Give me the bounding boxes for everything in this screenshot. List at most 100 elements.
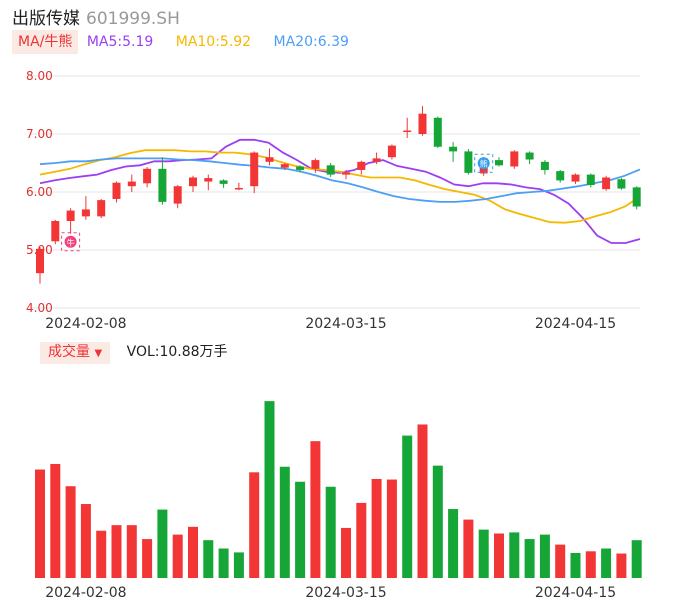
volume-bar [264,401,275,578]
candle-body [326,165,335,175]
candle-body [357,161,366,170]
date-tick-label: 2024-04-15 [535,585,616,601]
candle-body [342,172,350,175]
candle-body [556,171,565,181]
signal-frame [474,153,494,173]
candle-body [280,164,289,168]
volume-bar [233,552,244,578]
candle [433,116,442,148]
candle [81,196,90,220]
candle [36,247,44,284]
candle [571,173,580,184]
bear-signal-icon: 熊 [474,153,494,173]
volume-bar [524,539,535,578]
volume-bar [478,529,489,578]
candle [510,150,519,169]
candle-body [311,160,320,169]
ma-legend: MA/牛熊 MA5:5.19 MA10:5.92 MA20:6.39 [12,30,367,54]
candle [326,163,335,177]
volume-bar [325,486,336,578]
candle-body [127,181,136,187]
candle [540,160,549,175]
volume-bar [126,525,137,578]
candle-body [617,179,626,189]
candle [632,186,641,210]
date-tick-label: 2024-03-15 [305,585,386,601]
volume-bar [157,509,168,578]
candle-body [418,113,427,134]
candle-body [540,161,549,170]
date-tick-label: 2024-02-08 [45,585,126,601]
signal-markers: 牛熊 [61,153,494,252]
volume-bar [386,479,397,578]
volume-bar [601,548,612,578]
volume-bar [96,530,107,578]
candle [311,158,320,173]
volume-date-labels: 2024-02-08 2024-03-15 2024-04-15 [45,585,616,601]
ma20-line [39,157,641,203]
bull-signal-icon: 牛 [61,232,81,252]
volume-bar [371,478,382,578]
ma20-label: MA20:6.39 [273,34,349,50]
date-tick-label: 2024-02-08 [45,316,126,332]
candle [234,182,243,191]
volume-bar [463,519,474,578]
stock-name: 出版传媒 [12,9,80,29]
candle-body [464,151,473,173]
candle [525,151,534,165]
candle [112,181,121,203]
candle [418,106,427,136]
candle-body [219,180,228,184]
volume-bar [616,553,627,578]
candle [250,151,259,194]
ma-indicator-tab[interactable]: MA/牛熊 [12,30,79,54]
ma10-line [39,149,641,224]
volume-bar [295,481,306,578]
volume-indicator-tab[interactable]: 成交量 ▼ [40,342,111,364]
moving-average-lines [39,138,641,244]
candle-body [510,151,519,167]
volume-bar [356,502,367,578]
volume-tab-label: 成交量 [48,344,90,360]
candle-body [204,178,213,182]
candle [97,198,106,219]
volume-bar [432,465,443,578]
volume-bar [218,548,229,578]
candle [357,160,366,175]
stock-title: 出版传媒 601999.SH [12,4,180,29]
candle-body [36,248,44,274]
candlestick-series [36,106,641,284]
candle-body [234,187,243,190]
volume-bar [570,552,581,578]
candle [403,117,412,139]
candle-body [525,152,534,160]
volume-bar [494,533,504,578]
volume-bar [509,532,520,578]
price-tick-label: 4.00 [26,301,53,315]
volume-bar [279,466,290,578]
candle-body [571,174,580,182]
candle-body [296,166,305,170]
candle-body [158,168,167,202]
candle [464,149,473,175]
stock-code: 601999.SH [86,9,180,29]
candle [127,174,136,192]
candle-body [433,117,442,147]
chevron-down-icon: ▼ [94,348,103,359]
candle [143,167,152,188]
volume-bar [35,469,45,578]
candle-body [632,187,641,207]
candle [387,144,396,160]
candle-body [586,174,595,186]
candle [296,165,305,173]
candle-body [66,210,75,221]
price-date-labels: 2024-02-08 2024-03-15 2024-04-15 [45,316,616,332]
candle [586,173,595,188]
price-tick-label: 7.00 [26,127,53,141]
volume-legend: 成交量 ▼ VOL:10.88万手 [40,342,228,364]
date-tick-label: 2024-03-15 [305,316,386,332]
candle [173,185,182,209]
candle [265,148,274,166]
candle-body [81,209,90,217]
